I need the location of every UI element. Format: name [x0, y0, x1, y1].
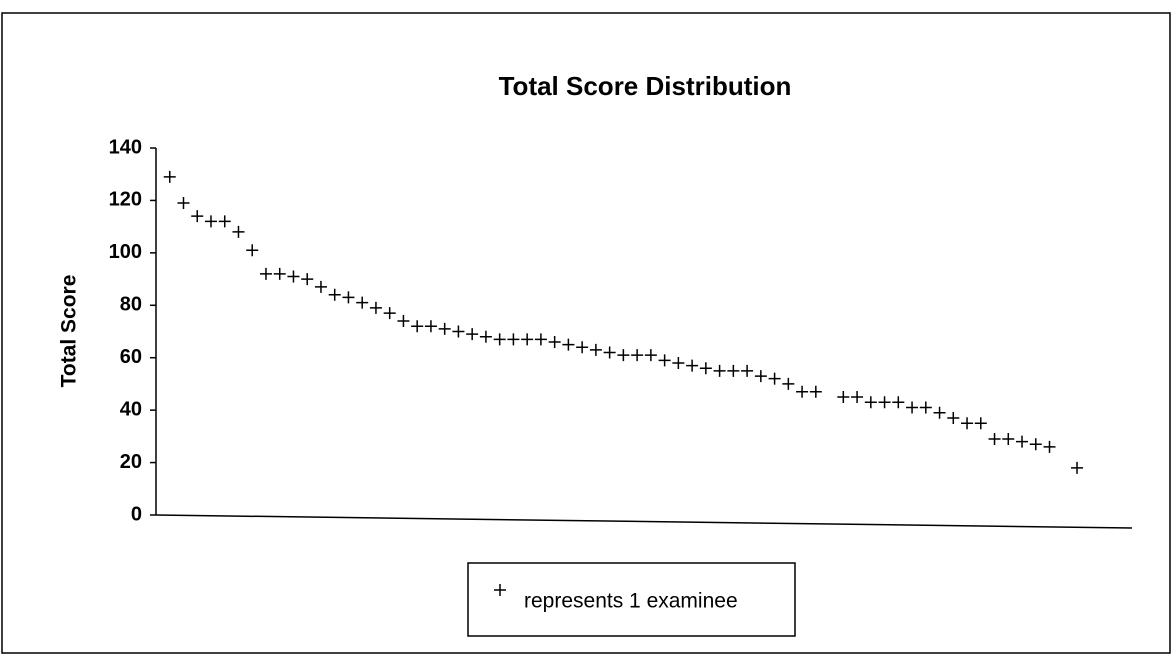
plus-marker: [521, 333, 534, 346]
legend-marker: [494, 584, 506, 596]
plus-marker: [534, 333, 547, 346]
chart-border: [1, 12, 1171, 654]
plus-marker: [617, 349, 630, 362]
plus-marker: [1043, 440, 1056, 453]
plus-marker: [658, 354, 671, 367]
plus-marker: [507, 333, 520, 346]
plus-marker: [466, 328, 479, 341]
plus-marker: [369, 301, 382, 314]
plus-marker: [562, 338, 575, 351]
plus-marker: [672, 356, 685, 369]
plus-marker: [246, 244, 259, 257]
legend-label: represents 1 examinee: [524, 590, 738, 613]
plus-marker: [713, 364, 726, 377]
plus-marker: [892, 396, 905, 409]
plus-marker: [961, 417, 974, 430]
plus-marker: [919, 401, 932, 414]
chart-title: Total Score Distribution: [499, 71, 792, 101]
plus-marker: [1029, 438, 1042, 451]
plus-marker: [851, 391, 864, 404]
plus-marker: [383, 307, 396, 320]
plus-marker: [328, 288, 341, 301]
plus-marker: [644, 349, 657, 362]
plus-marker: [699, 362, 712, 375]
plus-marker: [356, 296, 369, 309]
y-tick-label: 40: [120, 398, 142, 420]
y-tick-label: 80: [120, 294, 142, 316]
plus-marker: [947, 412, 960, 425]
plus-marker: [424, 320, 437, 333]
plus-marker: [631, 349, 644, 362]
plus-marker: [273, 267, 286, 280]
plus-marker: [204, 215, 217, 228]
y-tick-label: 140: [109, 136, 142, 158]
plus-marker: [768, 372, 781, 385]
y-tick-label: 20: [120, 451, 142, 473]
plus-marker: [906, 401, 919, 414]
plus-marker: [878, 396, 891, 409]
plus-marker: [232, 225, 245, 238]
plus-marker: [589, 343, 602, 356]
plus-marker: [1002, 432, 1015, 445]
y-tick-label: 100: [109, 241, 142, 263]
plus-marker: [741, 364, 754, 377]
plus-marker: [796, 385, 809, 398]
plus-marker: [397, 315, 410, 328]
x-axis: [155, 514, 1133, 529]
y-tick-label: 120: [109, 189, 142, 211]
plus-marker: [754, 370, 767, 383]
plus-marker: [727, 364, 740, 377]
plus-marker: [218, 215, 231, 228]
plus-marker: [1071, 461, 1084, 474]
plus-marker: [548, 335, 561, 348]
plus-marker: [933, 406, 946, 419]
plus-marker: [603, 346, 616, 359]
plus-marker: [452, 325, 465, 338]
plus-marker: [576, 341, 589, 354]
plus-marker: [314, 280, 327, 293]
legend: [467, 562, 796, 637]
plus-marker: [974, 417, 987, 430]
plus-marker: [342, 291, 355, 304]
plus-marker: [163, 170, 176, 183]
y-axis-label: Total Score: [58, 275, 81, 388]
plus-marker: [259, 267, 272, 280]
plus-marker: [988, 432, 1001, 445]
plus-marker: [479, 330, 492, 343]
plus-marker: [837, 391, 850, 404]
plus-marker: [1016, 435, 1029, 448]
plus-marker: [438, 322, 451, 335]
plus-marker: [287, 270, 300, 283]
plus-marker: [177, 197, 190, 210]
y-tick-label: 0: [131, 503, 142, 525]
plus-marker: [782, 377, 795, 390]
plus-marker: [686, 359, 699, 372]
plus-marker: [864, 396, 877, 409]
plus-marker: [411, 320, 424, 333]
y-tick-label: 60: [120, 346, 142, 368]
plus-marker: [191, 210, 204, 223]
plus-marker: [809, 385, 822, 398]
plus-marker: [301, 273, 314, 286]
plus-marker: [493, 333, 506, 346]
